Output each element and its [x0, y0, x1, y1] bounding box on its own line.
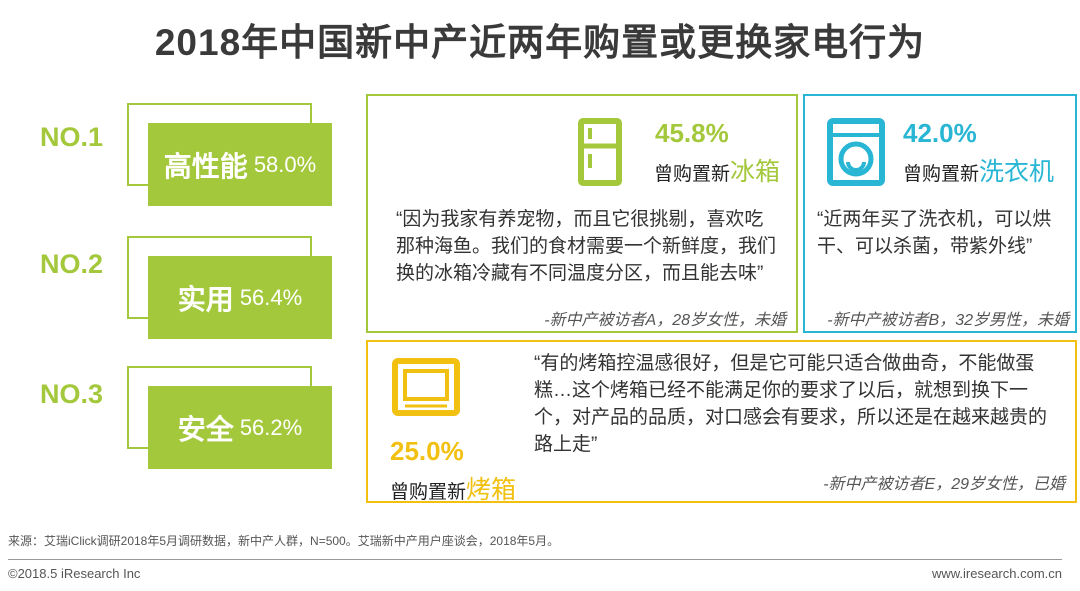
- rank-3-box: 安全 56.2%: [148, 386, 332, 469]
- rank-1-label: NO.1: [40, 122, 104, 152]
- rank-2-box: 实用 56.4%: [148, 256, 332, 339]
- oven-source: -新中产被访者E，29岁女性，已婚: [823, 476, 1065, 493]
- refrigerator-quote: “因为我家有养宠物，而且它很挑剔，喜欢吃那种海鱼。我们的食材需要一个新鲜度，我们…: [396, 209, 777, 284]
- rank-1-box: 高性能 58.0%: [148, 123, 332, 206]
- washing-machine-quote: “近两年买了洗衣机，可以烘干、可以杀菌，带紫外线”: [817, 209, 1052, 257]
- rank-1-pct: 58.0%: [253, 151, 317, 177]
- refrigerator-pct: 45.8%: [655, 118, 729, 148]
- washing-machine-card: 42.0% 曾购置新洗衣机 “近两年买了洗衣机，可以烘干、可以杀菌，带紫外线” …: [803, 94, 1077, 333]
- footnote: 来源：艾瑞iClick调研2018年5月调研数据，新中产人群，N=500。艾瑞新…: [8, 534, 560, 548]
- rank-2-name: 实用: [177, 283, 234, 315]
- washing-machine-caption: 曾购置新洗衣机: [903, 152, 1054, 188]
- rank-2-label: NO.2: [40, 249, 104, 279]
- refrigerator-card: 45.8% 曾购置新冰箱 “因为我家有养宠物，而且它很挑剔，喜欢吃那种海鱼。我们…: [366, 94, 798, 333]
- rank-1-name: 高性能: [163, 150, 248, 182]
- washing-machine-source: -新中产被访者B，32岁男性，未婚: [827, 312, 1069, 329]
- refrigerator-caption-item: 冰箱: [730, 158, 781, 186]
- refrigerator-icon: [578, 118, 622, 186]
- oven-caption-prefix: 曾购置新: [390, 482, 467, 503]
- website-link[interactable]: www.iresearch.com.cn: [931, 566, 1062, 581]
- oven-quote: “有的烤箱控温感很好，但是它可能只适合做曲奇，不能做蛋糕…这个烤箱已经不能满足你…: [534, 353, 1048, 455]
- rank-2-pct: 56.4%: [239, 284, 303, 310]
- footer-divider: [8, 559, 1062, 560]
- refrigerator-caption: 曾购置新冰箱: [654, 152, 780, 188]
- washing-machine-icon: [827, 118, 885, 186]
- rank-3-name: 安全: [177, 413, 234, 445]
- washing-machine-pct: 42.0%: [903, 118, 977, 148]
- page-title: 2018年中国新中产近两年购置或更换家电行为: [154, 22, 926, 63]
- washing-machine-caption-prefix: 曾购置新: [903, 164, 980, 185]
- copyright: ©2018.5 iResearch Inc: [8, 566, 141, 581]
- refrigerator-source: -新中产被访者A，28岁女性，未婚: [544, 312, 786, 329]
- oven-caption-item: 烤箱: [466, 476, 517, 504]
- oven-pct: 25.0%: [390, 436, 464, 466]
- washing-machine-caption-item: 洗衣机: [979, 158, 1055, 186]
- refrigerator-caption-prefix: 曾购置新: [654, 164, 731, 185]
- oven-caption: 曾购置新烤箱: [390, 470, 516, 506]
- rank-3-pct: 56.2%: [239, 414, 303, 440]
- oven-card: 25.0% 曾购置新烤箱 “有的烤箱控温感很好，但是它可能只适合做曲奇，不能做蛋…: [366, 340, 1077, 506]
- oven-icon: [392, 358, 460, 416]
- rank-3-label: NO.3: [40, 379, 104, 409]
